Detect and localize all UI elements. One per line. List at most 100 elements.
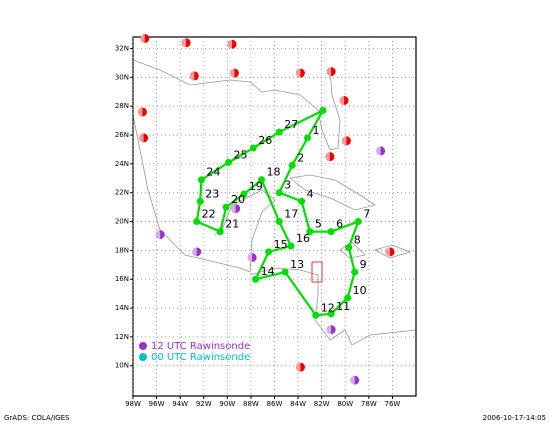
waypoint-label: 18 [267, 166, 281, 179]
central-america-coast [249, 267, 417, 346]
station-marker [181, 38, 191, 48]
waypoint-label: 10 [353, 284, 367, 297]
waypoint [345, 243, 353, 251]
station-marker [192, 247, 202, 257]
station-marker [137, 107, 147, 117]
station-marker [325, 152, 335, 162]
waypoint [327, 310, 335, 318]
station-marker [140, 33, 150, 43]
x-tick-label: 78W [361, 400, 377, 408]
waypoint [193, 218, 201, 226]
legend-label: 12 UTC Rawinsonde [151, 341, 250, 352]
station-marker [155, 230, 165, 240]
waypoint [275, 218, 283, 226]
waypoint [304, 134, 312, 142]
waypoint-label: 25 [234, 148, 248, 161]
waypoint-label: 13 [290, 258, 304, 271]
station-marker [295, 362, 305, 372]
waypoint-label: 26 [258, 134, 272, 147]
footer-right: 2006-10-17-14:05 [483, 414, 546, 422]
waypoint [287, 242, 295, 250]
station-marker [326, 325, 336, 335]
waypoint-label: 19 [249, 180, 263, 193]
x-tick-label: 80W [337, 400, 353, 408]
y-tick-label: 32N [115, 45, 129, 53]
waypoint-label: 11 [336, 300, 350, 313]
waypoint [354, 218, 362, 226]
y-tick-label: 28N [115, 102, 129, 110]
legend-marker [139, 353, 147, 361]
y-tick-label: 26N [115, 131, 129, 139]
waypoint [249, 144, 257, 152]
x-tick-label: 96W [149, 400, 165, 408]
x-tick-label: 88W [243, 400, 259, 408]
station-marker [231, 204, 241, 214]
waypoint [319, 107, 327, 115]
x-tick-label: 90W [219, 400, 235, 408]
station-marker [227, 39, 237, 49]
waypoint-label: 17 [284, 208, 298, 221]
waypoint [327, 228, 335, 236]
waypoint [258, 176, 266, 184]
waypoint [252, 275, 260, 283]
station-marker [247, 253, 257, 263]
x-tick-label: 86W [267, 400, 283, 408]
station-marker [341, 136, 351, 146]
coastlines [132, 59, 417, 346]
station-marker [326, 67, 336, 77]
x-tick-label: 94W [172, 400, 188, 408]
waypoint [344, 294, 352, 302]
waypoint-label: 24 [206, 166, 220, 179]
station-marker [385, 247, 395, 257]
legend-marker [139, 342, 147, 350]
waypoint-label: 5 [315, 218, 322, 231]
waypoint-label: 22 [202, 208, 216, 221]
y-tick-label: 12N [115, 333, 129, 341]
waypoint-label: 21 [225, 218, 239, 231]
waypoint-label: 23 [205, 187, 219, 200]
station-marker [350, 375, 360, 385]
waypoint-label: 16 [296, 232, 310, 245]
flight-track [195, 109, 361, 317]
x-tick-label: 92W [196, 400, 212, 408]
waypoint-label: 3 [284, 179, 291, 192]
station-marker [376, 146, 386, 156]
waypoint [222, 203, 230, 211]
waypoint [240, 190, 248, 198]
y-tick-label: 30N [115, 73, 129, 81]
station-marker [339, 95, 349, 105]
y-tick-label: 14N [115, 304, 129, 312]
x-tick-label: 98W [125, 400, 141, 408]
waypoint-label: 6 [336, 218, 343, 231]
waypoint-label: 7 [363, 208, 370, 221]
waypoint-label: 20 [231, 193, 245, 206]
mexico-coast [132, 114, 276, 273]
y-tick-label: 24N [115, 160, 129, 168]
waypoint-label: 15 [274, 238, 288, 251]
y-tick-label: 10N [115, 362, 129, 370]
waypoint [288, 161, 296, 169]
legend-label: 00 UTC Rawinsonde [151, 352, 250, 363]
waypoint-label: 14 [261, 265, 275, 278]
waypoint [306, 228, 314, 236]
y-tick-label: 20N [115, 218, 129, 226]
us-coast [132, 59, 341, 151]
waypoint-label: 2 [297, 151, 304, 164]
waypoint [312, 311, 320, 319]
station-marker [139, 133, 149, 143]
y-tick-label: 16N [115, 275, 129, 283]
y-tick-label: 22N [115, 189, 129, 197]
footer-left: GrADS: COLA/IGES [4, 414, 70, 422]
x-tick-label: 76W [384, 400, 400, 408]
station-marker [189, 71, 199, 81]
waypoint [275, 189, 283, 197]
waypoint [216, 228, 224, 236]
waypoint [275, 128, 283, 136]
waypoint [225, 158, 233, 166]
waypoint [265, 248, 273, 256]
waypoint-label: 9 [360, 258, 367, 271]
station-marker [295, 68, 305, 78]
waypoint-label: 27 [284, 118, 298, 131]
waypoint-label: 4 [307, 187, 314, 200]
waypoint [197, 176, 205, 184]
